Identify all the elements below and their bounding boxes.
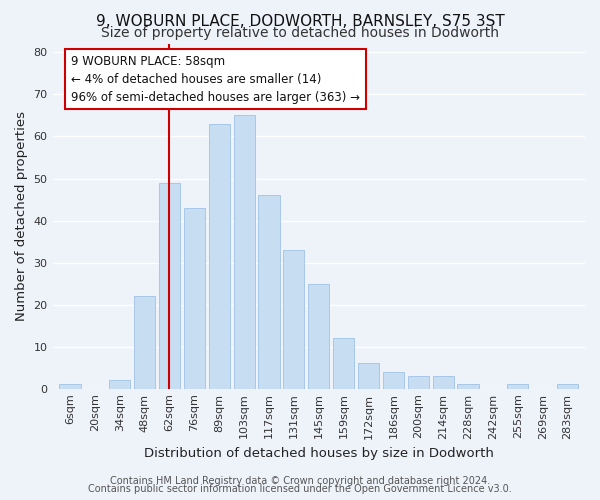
X-axis label: Distribution of detached houses by size in Dodworth: Distribution of detached houses by size … [144, 447, 494, 460]
Bar [557, 384, 578, 388]
Bar [233, 116, 255, 388]
Bar [408, 376, 429, 388]
Bar [358, 364, 379, 388]
Bar [209, 124, 230, 388]
Text: Contains public sector information licensed under the Open Government Licence v3: Contains public sector information licen… [88, 484, 512, 494]
Text: Contains HM Land Registry data © Crown copyright and database right 2024.: Contains HM Land Registry data © Crown c… [110, 476, 490, 486]
Text: 9 WOBURN PLACE: 58sqm
← 4% of detached houses are smaller (14)
96% of semi-detac: 9 WOBURN PLACE: 58sqm ← 4% of detached h… [71, 54, 360, 104]
Bar [283, 250, 304, 388]
Bar [159, 182, 180, 388]
Bar [333, 338, 354, 388]
Bar [59, 384, 80, 388]
Bar [457, 384, 479, 388]
Y-axis label: Number of detached properties: Number of detached properties [15, 112, 28, 322]
Bar [383, 372, 404, 388]
Bar [433, 376, 454, 388]
Bar [507, 384, 529, 388]
Text: Size of property relative to detached houses in Dodworth: Size of property relative to detached ho… [101, 26, 499, 40]
Text: 9, WOBURN PLACE, DODWORTH, BARNSLEY, S75 3ST: 9, WOBURN PLACE, DODWORTH, BARNSLEY, S75… [95, 14, 505, 29]
Bar [134, 296, 155, 388]
Bar [259, 196, 280, 388]
Bar [184, 208, 205, 388]
Bar [109, 380, 130, 388]
Bar [308, 284, 329, 389]
